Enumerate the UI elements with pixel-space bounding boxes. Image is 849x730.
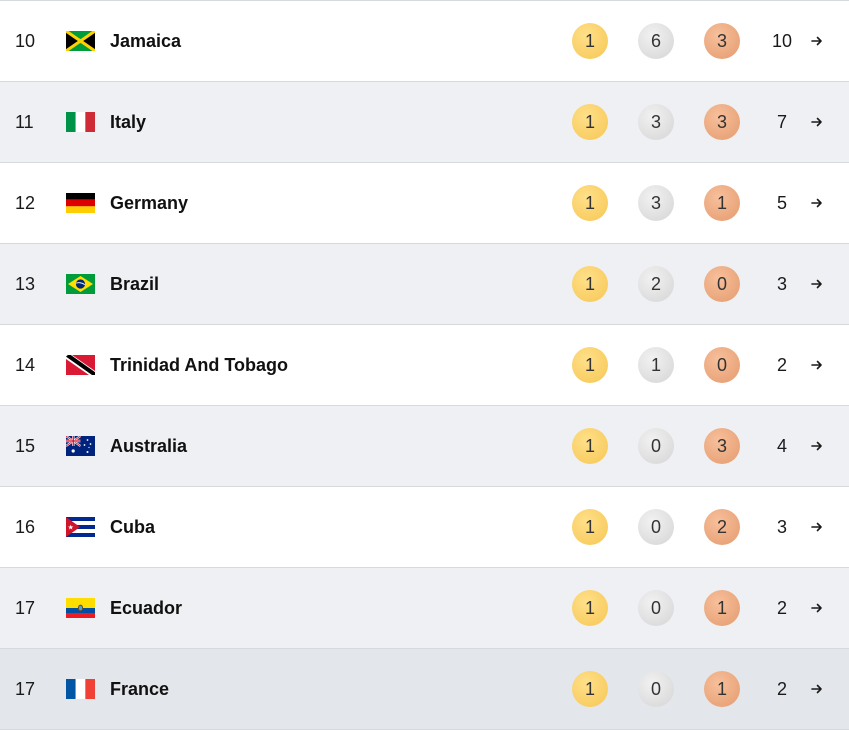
gold-count: 1	[572, 347, 608, 383]
arrow-right-icon[interactable]	[809, 195, 825, 211]
silver-count: 3	[638, 185, 674, 221]
bronze-count: 1	[704, 671, 740, 707]
rank: 12	[15, 193, 36, 213]
table-row[interactable]: 15 Australia 1 0 3 4	[0, 406, 849, 487]
country-name[interactable]: Germany	[110, 193, 189, 213]
bronze-count: 0	[704, 347, 740, 383]
france-flag-icon	[66, 679, 95, 699]
trinidad-and-tobago-flag-icon	[66, 355, 95, 375]
rank: 13	[15, 274, 36, 294]
cuba-flag-icon	[66, 517, 95, 537]
silver-count: 0	[638, 509, 674, 545]
country-name[interactable]: Italy	[110, 112, 147, 132]
gold-count: 1	[572, 671, 608, 707]
italy-flag-icon	[66, 112, 95, 132]
total-count: 7	[776, 112, 787, 132]
total-count: 4	[776, 436, 787, 456]
country-name[interactable]: Australia	[110, 436, 188, 456]
country-name[interactable]: France	[110, 679, 170, 699]
table-row[interactable]: 17 Ecuador 1 0 1 2	[0, 568, 849, 649]
silver-count: 3	[638, 104, 674, 140]
country-name[interactable]: Cuba	[110, 517, 155, 537]
jamaica-flag-icon	[66, 31, 95, 51]
bronze-count: 0	[704, 266, 740, 302]
germany-flag-icon	[66, 193, 95, 213]
rank: 16	[15, 517, 36, 537]
australia-flag-icon	[66, 436, 95, 456]
table-row[interactable]: 14 Trinidad And Tobago 1 1 0 2	[0, 325, 849, 406]
country-name[interactable]: Brazil	[110, 274, 160, 294]
total-count: 5	[776, 193, 787, 213]
silver-count: 0	[638, 590, 674, 626]
ecuador-flag-icon	[66, 598, 95, 618]
rank: 17	[15, 598, 36, 618]
country-name[interactable]: Trinidad And Tobago	[110, 355, 288, 375]
total-count: 2	[776, 355, 787, 375]
silver-count: 2	[638, 266, 674, 302]
rank: 15	[15, 436, 36, 456]
table-row[interactable]: 13 Brazil 1 2 0 3	[0, 244, 849, 325]
arrow-right-icon[interactable]	[809, 681, 825, 697]
gold-count: 1	[572, 509, 608, 545]
table-row[interactable]: 17 France 1 0 1 2	[0, 649, 849, 730]
total-count: 3	[776, 517, 787, 537]
gold-count: 1	[572, 428, 608, 464]
country-name[interactable]: Ecuador	[110, 598, 183, 618]
arrow-right-icon[interactable]	[809, 276, 825, 292]
total-count: 2	[776, 679, 787, 699]
table-row[interactable]: 12 Germany 1 3 1 5	[0, 163, 849, 244]
silver-count: 0	[638, 428, 674, 464]
bronze-count: 1	[704, 590, 740, 626]
arrow-right-icon[interactable]	[809, 114, 825, 130]
gold-count: 1	[572, 104, 608, 140]
gold-count: 1	[572, 590, 608, 626]
rank: 10	[15, 31, 36, 51]
arrow-right-icon[interactable]	[809, 357, 825, 373]
silver-count: 6	[638, 23, 674, 59]
rank: 11	[15, 112, 34, 132]
brazil-flag-icon	[66, 274, 95, 294]
arrow-right-icon[interactable]	[809, 438, 825, 454]
rank: 17	[15, 679, 36, 699]
bronze-count: 2	[704, 509, 740, 545]
total-count: 3	[776, 274, 787, 294]
total-count: 2	[776, 598, 787, 618]
country-name[interactable]: Jamaica	[110, 31, 182, 51]
gold-count: 1	[572, 266, 608, 302]
arrow-right-icon[interactable]	[809, 519, 825, 535]
arrow-right-icon[interactable]	[809, 33, 825, 49]
silver-count: 0	[638, 671, 674, 707]
bronze-count: 3	[704, 23, 740, 59]
silver-count: 1	[638, 347, 674, 383]
arrow-right-icon[interactable]	[809, 600, 825, 616]
gold-count: 1	[572, 23, 608, 59]
table-row[interactable]: 11 Italy 1 3 3 7	[0, 82, 849, 163]
total-count: 10	[771, 31, 793, 51]
gold-count: 1	[572, 185, 608, 221]
table-row[interactable]: 10 Jamaica 1 6 3 10	[0, 0, 849, 82]
rank: 14	[15, 355, 36, 375]
bronze-count: 3	[704, 104, 740, 140]
bronze-count: 1	[704, 185, 740, 221]
table-row[interactable]: 16 Cuba 1 0 2 3	[0, 487, 849, 568]
bronze-count: 3	[704, 428, 740, 464]
